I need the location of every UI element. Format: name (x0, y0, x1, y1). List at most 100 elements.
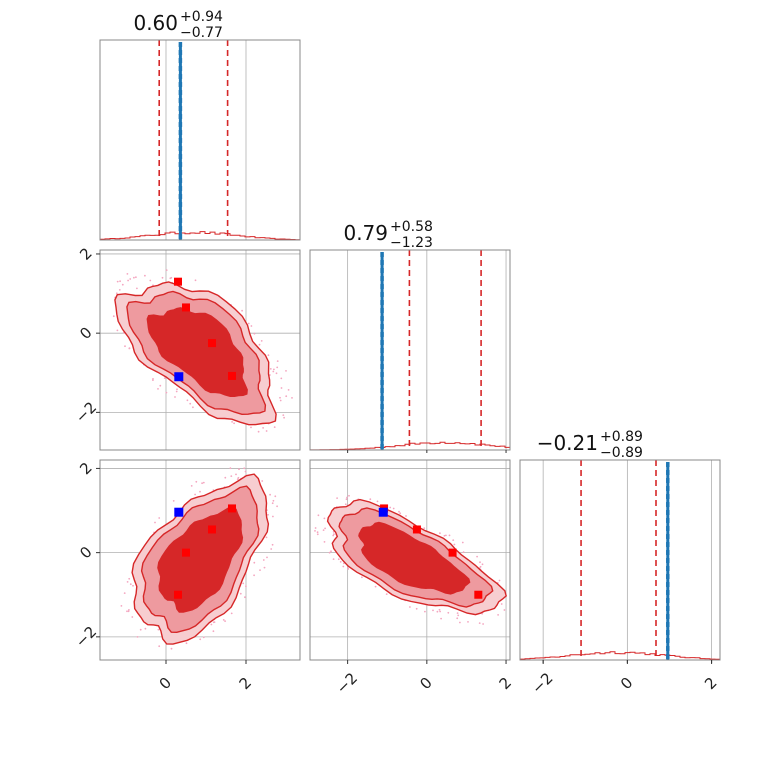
sample-point (457, 614, 460, 617)
sample-point (241, 309, 244, 312)
contour-inner (157, 505, 244, 613)
sample-point (131, 616, 134, 618)
sample-point (399, 512, 402, 515)
panel-title-lower-error: −0.77 (180, 25, 223, 41)
sample-point (461, 541, 464, 544)
sample-point (270, 548, 273, 550)
sample-point (424, 610, 426, 613)
sample-point (132, 584, 134, 587)
panel-title-median: −0.21 (537, 431, 598, 455)
scatter-panel-2-1 (99, 249, 301, 451)
sample-point (276, 360, 279, 362)
sample-point (436, 610, 439, 613)
sample-point (415, 607, 418, 610)
sample-point (273, 426, 276, 428)
sample-point (346, 496, 348, 499)
sample-point (157, 388, 159, 390)
posterior-histogram (99, 231, 301, 241)
sample-point (332, 558, 335, 560)
sample-point (405, 515, 407, 517)
sample-point (266, 556, 268, 559)
sample-point (210, 623, 213, 626)
sample-point (201, 482, 204, 485)
sample-point (285, 370, 287, 372)
panel-frame (309, 249, 511, 451)
sample-point (409, 606, 411, 608)
sample-point (316, 531, 319, 534)
sample-point (272, 515, 274, 518)
sample-point (129, 278, 132, 280)
sample-point (199, 638, 202, 641)
sample-point (244, 596, 246, 599)
y-tick-label-row3: 0 (76, 543, 95, 562)
sample-point (238, 468, 240, 471)
sample-point (271, 502, 274, 505)
sample-point (112, 315, 115, 318)
sample-point (133, 276, 135, 279)
sample-point (261, 480, 264, 482)
sample-point (376, 500, 379, 503)
sample-point (283, 416, 285, 419)
sample-point (342, 565, 345, 568)
sample-point (149, 279, 152, 282)
sample-point (369, 498, 372, 501)
sample-point (259, 569, 261, 571)
sample-point (158, 645, 161, 648)
sample-point (257, 430, 260, 433)
sample-point (265, 536, 268, 539)
sample-point (195, 480, 198, 483)
sample-point (260, 340, 263, 342)
sample-point (272, 499, 275, 502)
sample-point (423, 527, 426, 529)
y-tick-label-row2: 2 (76, 244, 95, 263)
hist-panel-3: −0.21 +0.89−0.89 (519, 429, 721, 661)
sample-point (279, 396, 281, 399)
sample-point (230, 475, 233, 477)
contour-inner (146, 307, 248, 397)
sample-point (447, 611, 450, 614)
sample-point (224, 620, 227, 622)
sample-point (275, 372, 278, 375)
mode-marker-1 (174, 590, 182, 599)
sample-point (136, 636, 139, 638)
x-tick-label-col2: −2 (333, 669, 361, 697)
sample-point (129, 583, 132, 586)
sample-point (202, 481, 205, 484)
sample-point (224, 476, 227, 479)
y-tick-label-row3: −2 (72, 623, 100, 651)
sample-point (271, 543, 274, 546)
sample-point (500, 603, 503, 605)
mode-marker-1 (174, 277, 182, 286)
sample-point (128, 577, 131, 580)
sample-point (136, 287, 138, 290)
x-tick-label-col3: −2 (528, 669, 556, 697)
panel-title-upper-error: +0.94 (180, 9, 223, 25)
sample-point (165, 391, 168, 394)
panel-title-upper-error: +0.58 (390, 219, 433, 235)
sample-point (323, 517, 326, 520)
x-tick-label-col2: 2 (496, 674, 515, 693)
sample-point (439, 610, 441, 613)
sample-point (127, 279, 129, 282)
sample-point (190, 485, 193, 487)
mode-marker-4 (228, 371, 236, 380)
sample-point (172, 500, 175, 502)
mode-marker-2 (182, 303, 190, 312)
x-tick-label-col3: 2 (701, 674, 720, 693)
posterior-histogram (519, 651, 721, 660)
sample-point (194, 493, 197, 496)
mode-marker-3 (208, 339, 216, 348)
sample-point (345, 498, 348, 501)
sample-point (194, 279, 197, 282)
sample-point (189, 402, 192, 405)
sample-point (163, 377, 166, 379)
hist-panel-2: 0.79 +0.58−1.23 (309, 219, 511, 451)
sample-point (253, 561, 256, 564)
sample-point (139, 628, 142, 631)
sample-point (347, 568, 350, 570)
sample-point (202, 636, 205, 639)
sample-point (124, 345, 126, 348)
sample-point (314, 530, 316, 532)
sample-point (170, 647, 173, 650)
sample-point (439, 532, 441, 535)
